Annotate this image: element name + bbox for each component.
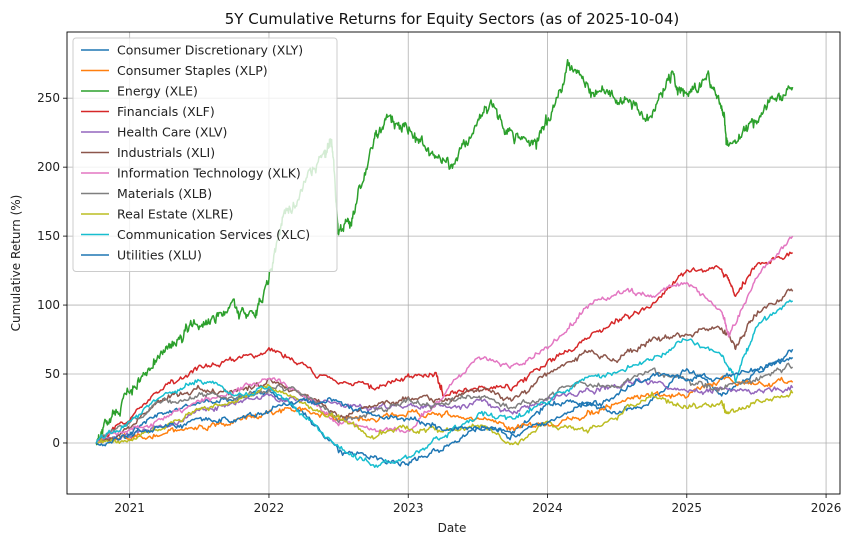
- legend-label: Consumer Staples (XLP): [117, 63, 268, 78]
- series-line: [95, 383, 794, 446]
- legend-label: Real Estate (XLRE): [117, 207, 233, 222]
- y-axis-label: Cumulative Return (%): [9, 195, 23, 332]
- y-tick-label: 50: [45, 367, 60, 381]
- legend-box: [72, 37, 338, 272]
- series-line: [95, 58, 794, 446]
- legend-label: Energy (XLE): [117, 84, 198, 99]
- series-line: [95, 375, 794, 445]
- legend-label: Consumer Discretionary (XLY): [117, 43, 303, 58]
- x-tick-label: 2026: [811, 501, 842, 515]
- y-tick-label: 250: [37, 91, 60, 105]
- series-line: [96, 235, 794, 445]
- x-axis-label: Date: [438, 521, 467, 535]
- series-lines: [95, 58, 794, 468]
- chart-title: 5Y Cumulative Returns for Equity Sectors…: [225, 10, 680, 28]
- grid: [67, 32, 840, 494]
- legend-label: Materials (XLB): [117, 186, 212, 201]
- y-tick-label: 0: [52, 436, 60, 450]
- series-line: [96, 251, 793, 444]
- y-tick-label: 100: [37, 298, 60, 312]
- legend-label: Health Care (XLV): [117, 125, 227, 140]
- axis-ticks: 2021 2022 2023 2024 2025 2026 0 50 100 150 200 250: [37, 91, 841, 515]
- plot-frame: [66, 31, 841, 495]
- x-tick-label: 2023: [393, 501, 424, 515]
- y-tick-label: 200: [37, 160, 60, 174]
- legend-label: Communication Services (XLC): [117, 227, 310, 242]
- y-tick-label: 150: [37, 229, 60, 243]
- x-tick-label: 2025: [672, 501, 703, 515]
- legend: Consumer Discretionary (XLY) Consumer Sta…: [72, 37, 338, 272]
- legend-label: Industrials (XLI): [117, 145, 215, 160]
- legend-label: Financials (XLF): [117, 104, 215, 119]
- series-line: [95, 377, 794, 444]
- legend-label: Utilities (XLU): [117, 248, 202, 263]
- legend-label: Information Technology (XLK): [117, 166, 301, 181]
- series-line: [95, 356, 794, 447]
- x-tick-label: 2021: [114, 501, 145, 515]
- x-tick-label: 2024: [532, 501, 563, 515]
- x-tick-label: 2022: [254, 501, 285, 515]
